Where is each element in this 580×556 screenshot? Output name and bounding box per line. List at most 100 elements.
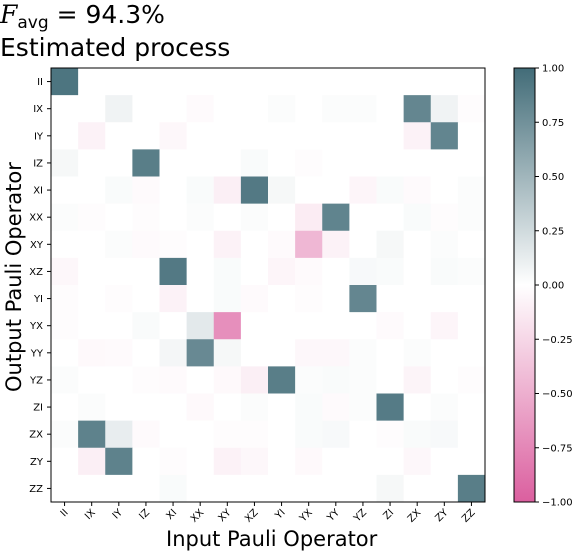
heatmap-cell (159, 420, 188, 449)
heatmap-cell (457, 95, 486, 123)
x-tick-label: II (59, 507, 71, 519)
heatmap-cell (349, 393, 377, 422)
heatmap-cell (295, 122, 323, 150)
heatmap-cell (376, 176, 405, 205)
heatmap-cell (268, 474, 296, 503)
heatmap-cell (105, 474, 133, 503)
heatmap-cell (322, 447, 350, 476)
heatmap-cell (159, 68, 188, 96)
heatmap-cell (403, 149, 432, 177)
heatmap-cell (132, 393, 160, 422)
heatmap-cell (240, 393, 269, 422)
heatmap-cell (349, 203, 377, 232)
heatmap-cell (430, 366, 459, 394)
y-tick-label: XY (30, 240, 44, 251)
y-tick-label: XI (33, 186, 43, 197)
heatmap-cell (186, 312, 215, 340)
heatmap-cell (240, 285, 269, 313)
y-tick-label: ZY (30, 457, 44, 468)
y-tick-label: IY (34, 131, 44, 142)
heatmap-cell (403, 203, 432, 232)
heatmap-cell (213, 257, 242, 286)
heatmap-cell (186, 68, 215, 96)
heatmap-cell (132, 203, 160, 232)
heatmap-cell (295, 285, 323, 313)
heatmap-cell (403, 447, 432, 476)
heatmap-cell (132, 366, 160, 394)
heatmap-cell (132, 447, 160, 476)
heatmap-cell (403, 122, 432, 150)
heatmap-cell (430, 393, 459, 422)
heatmap-cell (213, 447, 242, 476)
heatmap-cell (213, 312, 242, 340)
heatmap-cell (268, 257, 296, 286)
heatmap-cell (132, 68, 160, 96)
heatmap-cell (105, 366, 133, 394)
heatmap-cell (240, 366, 269, 394)
heatmap-cell (105, 393, 133, 422)
heatmap-cell (132, 420, 160, 449)
x-tick-label: YI (273, 507, 288, 522)
colorbar (513, 67, 536, 503)
heatmap-cell (240, 257, 269, 286)
heatmap-cell (78, 230, 106, 259)
heatmap-cell (457, 366, 486, 394)
heatmap-cell (240, 122, 269, 150)
y-tick-label: ZX (29, 430, 43, 441)
heatmap-cell (159, 447, 188, 476)
heatmap-cell (186, 339, 215, 367)
heatmap-cell (349, 257, 377, 286)
heatmap-cell (295, 447, 323, 476)
heatmap-cell (268, 285, 296, 313)
heatmap-cell (78, 203, 106, 232)
heatmap-cell (268, 149, 296, 177)
heatmap-cell (105, 203, 133, 232)
heatmap-cell (159, 176, 188, 205)
heatmap-cell (78, 339, 106, 367)
heatmap-cell (159, 95, 188, 123)
heatmap-cell (349, 176, 377, 205)
plot-frame (50, 67, 486, 503)
heatmap-cell (105, 257, 133, 286)
heatmap-cell (457, 257, 486, 286)
heatmap-cell (457, 230, 486, 259)
heatmap-cell (51, 230, 79, 259)
heatmap-cell (403, 312, 432, 340)
heatmap-cell (430, 420, 459, 449)
colorbar-tick-label: −1.00 (542, 498, 573, 509)
heatmap-cell (78, 285, 106, 313)
colorbar-tick-label: −0.75 (542, 443, 573, 454)
fidelity-subscript: avg (17, 13, 49, 33)
heatmap-cell (322, 230, 350, 259)
heatmap-cell (457, 68, 486, 96)
heatmap-cell (295, 68, 323, 96)
heatmap-cell (159, 366, 188, 394)
heatmap-cell (403, 68, 432, 96)
heatmap-cell (213, 95, 242, 123)
y-tick-label: ZI (33, 403, 43, 414)
heatmap-cell (295, 339, 323, 367)
heatmap-cell (159, 203, 188, 232)
x-tick-label: XX (189, 507, 207, 525)
heatmap-cell (132, 339, 160, 367)
heatmap-cell (213, 393, 242, 422)
x-axis-label: Input Pauli Operator (166, 527, 378, 551)
heatmap-cell (457, 474, 486, 503)
heatmap-cell (403, 474, 432, 503)
heatmap-cell (78, 447, 106, 476)
heatmap-cell (78, 393, 106, 422)
heatmap-cell (213, 366, 242, 394)
heatmap-cell (376, 312, 405, 340)
heatmap-cell (213, 474, 242, 503)
heatmap-cell (349, 68, 377, 96)
heatmap-cell (403, 366, 432, 394)
heatmap-cell (186, 474, 215, 503)
heatmap-cell (78, 176, 106, 205)
heatmap-cell (132, 285, 160, 313)
heatmap-cell (51, 447, 79, 476)
heatmap-cell (322, 176, 350, 205)
heatmap-cell (132, 230, 160, 259)
heatmap-cell (105, 176, 133, 205)
heatmap-cell (349, 420, 377, 449)
heatmap-cell (213, 339, 242, 367)
